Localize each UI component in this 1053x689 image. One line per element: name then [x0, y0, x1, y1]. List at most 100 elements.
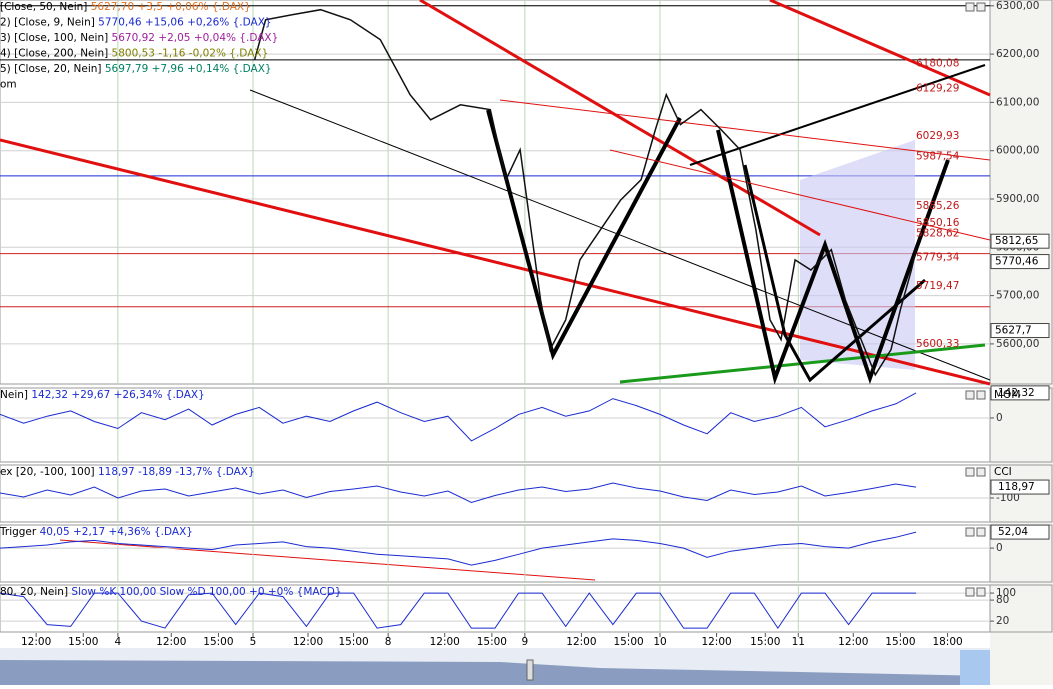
x-tick-label: 9 [522, 636, 529, 648]
legend-entry: 5) [Close, 20, Nein] 5697,79 +7,96 +0,14… [0, 63, 272, 75]
legend-entry: Trigger 40,05 +2,17 +4,36% {.DAX} [0, 526, 193, 538]
price-box-label: 5770,46 [995, 256, 1039, 268]
legend-entry: ex [20, -100, 100] 118,97 -18,89 -13,7% … [0, 466, 255, 478]
legend-entry: 3) [Close, 100, Nein] 5670,92 +2,05 +0,0… [0, 32, 278, 44]
legend-label: ex [20, -100, 100] [0, 466, 95, 478]
hand-line [486, 109, 682, 361]
y-tick-label: 100 [996, 587, 1016, 599]
price-box [990, 254, 1050, 270]
y-tick-label: 6100,00 [996, 96, 1039, 108]
legend-label: Trigger [0, 526, 37, 538]
x-tick-label: 10 [653, 636, 666, 648]
x-tick-label: 4 [115, 636, 122, 648]
last-value-label: 142,32 [998, 387, 1035, 399]
x-tick-label: 15:00 [68, 636, 98, 648]
level-label: 5779,34 [916, 251, 960, 263]
y-tick-label: 0 [996, 542, 1003, 554]
price-line [0, 392, 917, 442]
price-line [0, 482, 917, 504]
level-label: 5719,47 [916, 280, 959, 292]
level-label: 6029,93 [916, 130, 959, 142]
legend-value: 5670,92 +2,05 +0,04% {.DAX} [112, 32, 279, 44]
level-label: 6180,08 [916, 58, 959, 70]
legend-value: 142,32 +29,67 +26,34% {.DAX} [31, 389, 204, 401]
y-tick-label: 6300,00 [996, 0, 1039, 12]
last-value-box [990, 479, 1050, 495]
y-tick-label: 5900,00 [996, 193, 1039, 205]
indicator-name: CCI [994, 466, 1012, 478]
legend-entry: 2) [Close, 9, Nein] 5770,46 +15,06 +0,26… [0, 17, 272, 29]
x-tick-label: 11 [792, 636, 805, 648]
x-tick-label: 12:00 [838, 636, 868, 648]
y-tick-label: 6200,00 [996, 48, 1039, 60]
x-tick-label: 12:00 [566, 636, 596, 648]
level-label: 5850,16 [916, 217, 960, 229]
legend-label: [Close, 50, Nein] [0, 1, 87, 13]
panel-frame [0, 0, 1053, 385]
trend-line [59, 539, 596, 581]
legend-value: 118,97 -18,89 -13,7% {.DAX} [98, 466, 255, 478]
level-label: 5828,62 [916, 227, 959, 239]
x-tick-label: 12:00 [701, 636, 731, 648]
y-tick-label: 6000,00 [996, 145, 1039, 157]
trend-lines [0, 0, 991, 581]
legend-label: 80, 20, Nein] [0, 586, 68, 598]
navigator-area [0, 660, 990, 685]
price-box-label: 5627,7 [995, 325, 1032, 337]
legend-entry: Nein] 142,32 +29,67 +26,34% {.DAX} [0, 389, 205, 401]
last-value-label: 52,04 [998, 526, 1028, 538]
legend-entry: om [0, 79, 17, 91]
legend-label: 4) [Close, 200, Nein] [0, 48, 108, 60]
axis-background [990, 0, 1053, 685]
panel-frame [0, 464, 1053, 523]
last-value-box [990, 385, 1050, 401]
price-line [0, 592, 917, 629]
panel-button [976, 390, 986, 400]
price-line [0, 531, 917, 566]
y-tick-label: 80 [996, 594, 1009, 606]
y-tick-label: -100 [996, 492, 1020, 504]
level-label: 6129,29 [916, 82, 959, 94]
panel-frame [0, 584, 1053, 633]
panel-frame [0, 524, 1053, 583]
legend-value: 5800,53 -1,16 -0,02% {.DAX} [112, 48, 269, 60]
navigator-handle[interactable] [526, 659, 534, 681]
x-tick-label: 12:00 [430, 636, 460, 648]
panel-button [965, 2, 975, 12]
trend-line [0, 138, 991, 386]
level-label: 5885,26 [916, 200, 960, 212]
last-value-box [990, 524, 1050, 540]
price-box [990, 323, 1050, 339]
legend-value: 5627,70 +3,5 +0,06% {.DAX} [91, 1, 251, 13]
panel-button [965, 390, 975, 400]
hand-line [743, 164, 926, 383]
legend-label: om [0, 79, 17, 91]
x-tick-label: 15:00 [750, 636, 780, 648]
panel-button [976, 2, 986, 12]
legend-value: 5770,46 +15,06 +0,26% {.DAX} [98, 17, 271, 29]
y-tick-label: 5600,00 [996, 338, 1039, 350]
panel-frame [0, 387, 1053, 463]
panel-button [965, 587, 975, 597]
panel-button [976, 467, 986, 477]
trend-line [609, 149, 991, 241]
panel-button [965, 467, 975, 477]
x-tick-label: 12:00 [293, 636, 323, 648]
y-tick-label: 5700,00 [996, 290, 1039, 302]
panel-button [965, 527, 975, 537]
legend-label: 5) [Close, 20, Nein] [0, 63, 102, 75]
price-box [990, 233, 1050, 249]
trend-line [769, 0, 991, 97]
x-tick-label: 18:00 [932, 636, 962, 648]
panel-button [976, 587, 986, 597]
legend-entry: [Close, 50, Nein] 5627,70 +3,5 +0,06% {.… [0, 1, 251, 13]
navigator-window[interactable] [960, 650, 990, 685]
indicator-name: MOM [994, 389, 1020, 401]
x-tick-label: 8 [385, 636, 392, 648]
trend-line [499, 99, 991, 161]
legend-value: 40,05 +2,17 +4,36% {.DAX} [40, 526, 193, 538]
legend-entry: 4) [Close, 200, Nein] 5800,53 -1,16 -0,0… [0, 48, 268, 60]
legend-entry: 80, 20, Nein] Slow %K 100,00 Slow %D 100… [0, 586, 341, 598]
x-tick-label: 15:00 [203, 636, 233, 648]
